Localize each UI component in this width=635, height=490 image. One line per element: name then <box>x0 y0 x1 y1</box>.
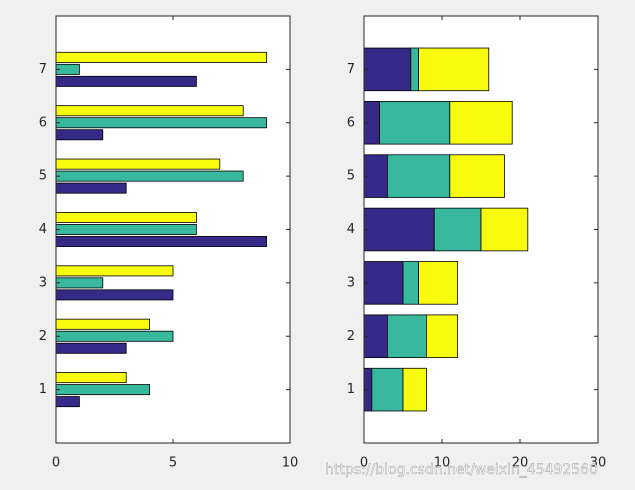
y-tick-label: 7 <box>39 62 47 77</box>
bar <box>55 384 150 396</box>
y-tick-label: 7 <box>347 62 355 77</box>
axes-box <box>55 15 291 444</box>
bar <box>55 170 244 182</box>
bar <box>402 261 420 305</box>
bar <box>386 314 427 358</box>
bar <box>449 101 513 145</box>
bar <box>55 236 268 247</box>
y-tick-label: 1 <box>39 382 47 397</box>
bar <box>55 289 174 301</box>
axes-box <box>363 15 599 444</box>
bar <box>55 75 197 87</box>
x-tick-label: 0 <box>52 456 60 471</box>
bar <box>55 265 174 277</box>
bar <box>418 47 490 92</box>
x-tick-label: 30 <box>590 456 607 471</box>
bar <box>55 182 127 194</box>
y-tick-label: 4 <box>347 222 355 237</box>
y-tick-label: 3 <box>39 275 47 290</box>
bar <box>363 207 435 252</box>
y-tick-label: 4 <box>39 222 47 237</box>
y-tick-label: 2 <box>347 329 355 344</box>
bar <box>55 158 221 170</box>
x-tick-label: 10 <box>282 456 299 471</box>
bar <box>55 318 150 330</box>
y-tick-label: 5 <box>39 169 47 184</box>
y-tick-label: 3 <box>347 275 355 290</box>
y-tick-label: 1 <box>347 382 355 397</box>
y-tick-label: 6 <box>347 115 355 130</box>
bar <box>386 154 451 198</box>
bar <box>55 117 268 129</box>
bar <box>55 129 104 141</box>
bar <box>55 212 197 223</box>
bar <box>371 367 404 412</box>
bar <box>418 261 459 305</box>
bar <box>55 330 174 342</box>
bar <box>410 47 419 92</box>
bar <box>449 154 505 198</box>
bar <box>55 372 127 384</box>
bar <box>363 47 412 92</box>
bar <box>55 277 104 289</box>
bar <box>55 224 197 235</box>
watermark: https://blog.csdn.net/weixin_45492560 <box>325 462 598 478</box>
y-tick-label: 6 <box>39 115 47 130</box>
x-tick-label: 5 <box>169 456 177 471</box>
bar <box>379 101 451 145</box>
x-tick-label: 20 <box>512 456 529 471</box>
y-tick-label: 2 <box>39 329 47 344</box>
bar <box>55 396 80 408</box>
bar <box>425 314 458 358</box>
bar <box>402 367 427 412</box>
bar <box>55 342 127 354</box>
y-tick-label: 5 <box>347 169 355 184</box>
x-tick-label: 10 <box>434 456 451 471</box>
bar <box>55 105 244 117</box>
bar <box>480 207 529 252</box>
bar <box>55 51 268 63</box>
bar <box>433 207 482 252</box>
x-tick-label: 0 <box>360 456 368 471</box>
bar <box>363 261 404 305</box>
